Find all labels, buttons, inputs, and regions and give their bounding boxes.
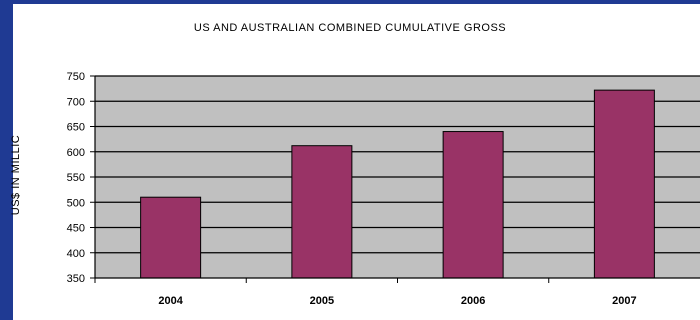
y-tick-label: 600 xyxy=(67,147,85,159)
y-tick-labels: 350 400 450 500 550 600 650 700 750 xyxy=(67,71,85,285)
bar-2007 xyxy=(593,89,655,279)
bar-2005 xyxy=(291,145,353,279)
y-tick-label: 400 xyxy=(67,248,85,260)
x-tick-label: 2006 xyxy=(461,295,485,307)
y-tick-label: 550 xyxy=(67,172,85,184)
y-tick-label: 650 xyxy=(67,122,85,134)
bar-2006 xyxy=(442,131,504,279)
bar-2004 xyxy=(140,196,202,279)
y-tick-label: 350 xyxy=(67,273,85,285)
y-tick-label: 750 xyxy=(67,71,85,83)
y-tick-label: 700 xyxy=(67,96,85,108)
x-tick-label: 2005 xyxy=(310,295,334,307)
y-tick-label: 500 xyxy=(67,197,85,209)
y-tick-label: 450 xyxy=(67,223,85,235)
chart-title: US AND AUSTRALIAN COMBINED CUMULATIVE GR… xyxy=(193,22,507,34)
axes xyxy=(90,75,700,283)
x-tick-label: 2007 xyxy=(612,295,636,307)
x-tick-labels: 2004 2005 2006 2007 xyxy=(158,295,636,307)
x-tick-label: 2004 xyxy=(158,295,183,307)
